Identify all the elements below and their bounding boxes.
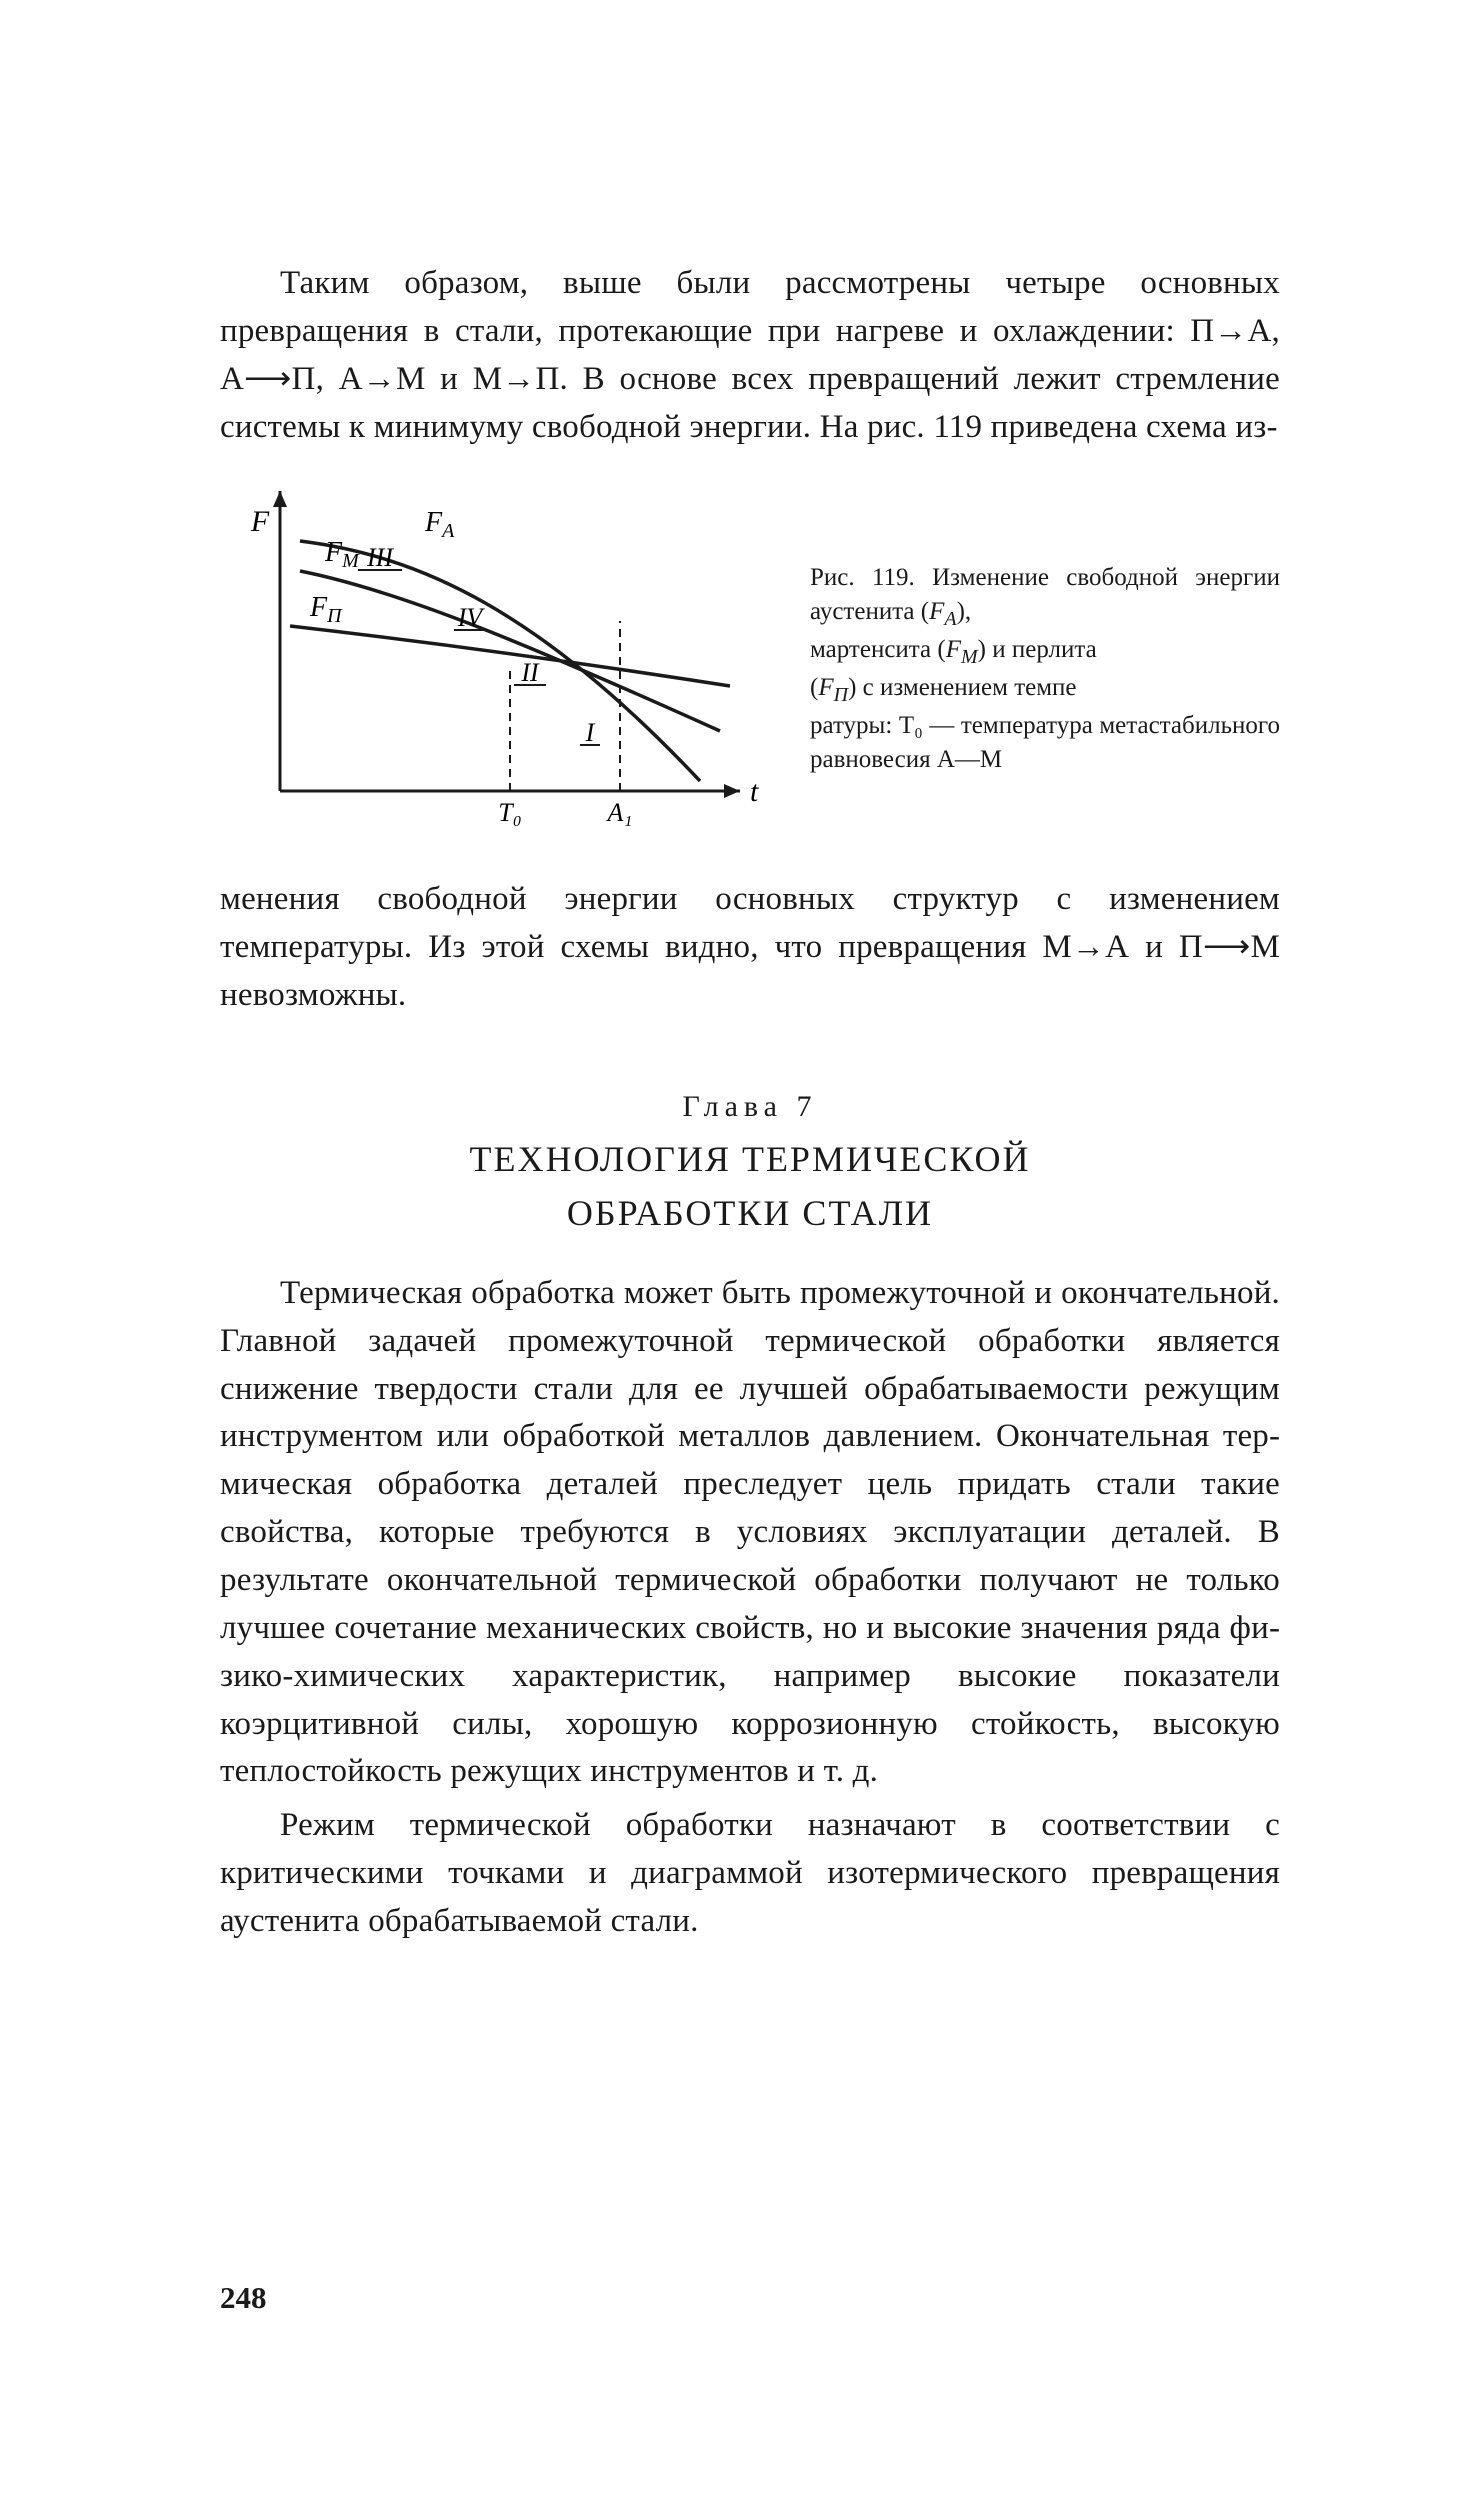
svg-text:T₀: T₀ (498, 798, 522, 827)
svg-text:FП: FП (309, 592, 343, 627)
chapter-title-line2: ОБРАБОТКИ СТАЛИ (567, 1193, 933, 1233)
paragraph-3: Термическая обработка может быть промежу… (220, 1270, 1280, 1796)
figure-119-caption: Рис. 119. Изменение свобод­ной энергии а… (780, 471, 1280, 776)
caption-text: ), (957, 598, 972, 625)
chapter-label: Глава 7 (220, 1090, 1280, 1124)
paragraph-2: менения свободной энергии основных струк… (220, 876, 1280, 1020)
svg-text:FМ: FМ (324, 537, 360, 572)
caption-text: ) и перлита (978, 636, 1097, 663)
content-column: Таким образом, выше были рассмотрены чет… (220, 260, 1280, 1952)
paragraph-1: Таким образом, выше были рассмотрены чет… (220, 260, 1280, 451)
fm-sub: М (961, 646, 978, 668)
svg-text:IV: IV (457, 603, 486, 632)
fm-sym: F (946, 636, 961, 663)
caption-text: ) с изменением темпе­ (848, 674, 1076, 701)
chapter-title: ТЕХНОЛОГИЯ ТЕРМИЧЕСКОЙ ОБРАБОТКИ СТАЛИ (220, 1132, 1280, 1240)
chapter-title-line1: ТЕХНОЛОГИЯ ТЕРМИЧЕСКОЙ (470, 1139, 1031, 1179)
svg-text:III: III (366, 543, 394, 572)
fa-sym: F (929, 598, 944, 625)
svg-text:A₁: A₁ (606, 798, 633, 827)
caption-text: мартенсита ( (810, 636, 946, 663)
svg-text:t: t (750, 775, 759, 808)
svg-text:II: II (520, 658, 540, 687)
caption-text: Рис. 119. Изменение свобод­ной энергии а… (810, 564, 1280, 625)
fa-sub: А (944, 608, 956, 630)
svg-text:F: F (250, 505, 270, 538)
svg-text:FА: FА (424, 507, 455, 542)
fp-sym: F (818, 674, 833, 701)
caption-text: ратуры: T₀ — температура метастабильного… (810, 712, 1280, 773)
paragraph-4: Режим термической обработки назначают в … (220, 1802, 1280, 1946)
figure-119-graph: T₀A₁FtFАFМFПIIIIVIII (220, 471, 780, 846)
figure-119-row: T₀A₁FtFАFМFПIIIIVIII Рис. 119. Изменение… (220, 471, 1280, 846)
page: Таким образом, выше были рассмотрены чет… (0, 0, 1472, 2496)
svg-text:I: I (585, 718, 596, 747)
page-number: 248 (220, 2280, 267, 2316)
fp-sub: П (834, 684, 848, 706)
